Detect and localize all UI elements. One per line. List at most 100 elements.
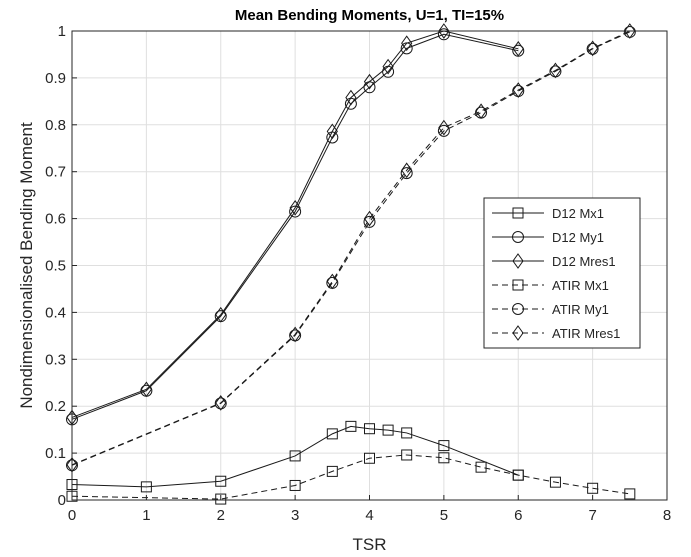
data-point-square — [512, 469, 524, 481]
chart-title: Mean Bending Moments, U=1, TI=15% — [235, 7, 504, 24]
x-tick-label: 8 — [663, 507, 671, 524]
data-point-diamond — [345, 89, 357, 106]
series-line — [71, 30, 631, 466]
series-line — [71, 33, 519, 420]
x-axis-label: TSR — [353, 535, 387, 554]
data-point-diamond — [438, 119, 450, 136]
data-point-square — [475, 461, 487, 473]
data-point-circle — [289, 205, 302, 218]
data-point-square — [326, 465, 338, 477]
data-point-square — [438, 452, 450, 464]
data-point-circle — [400, 167, 413, 180]
x-tick-label: 6 — [514, 507, 522, 524]
legend-item: ATIR Mx1 — [492, 278, 609, 293]
x-tick-label: 7 — [588, 507, 596, 524]
legend-label: D12 Mres1 — [552, 254, 616, 269]
data-point-square — [215, 475, 227, 487]
x-tick-label: 2 — [217, 507, 225, 524]
legend-marker-circle — [512, 231, 524, 243]
data-point-square — [364, 423, 375, 435]
legend-label: D12 My1 — [552, 230, 604, 245]
axes-frame — [71, 30, 668, 501]
legend-label: ATIR My1 — [552, 302, 609, 317]
series-line — [71, 454, 630, 500]
data-point-circle — [586, 42, 599, 55]
y-tick-label: 0.4 — [45, 304, 66, 321]
legend-item: D12 Mx1 — [492, 206, 604, 221]
data-point-circle — [214, 397, 227, 410]
data-point-diamond — [624, 23, 636, 39]
series-d12-my1 — [66, 28, 525, 426]
legend-item: ATIR Mres1 — [492, 325, 620, 341]
data-point-square — [140, 481, 152, 493]
legend-marker-diamond — [512, 325, 524, 341]
data-point-circle — [437, 124, 450, 137]
legend-label: ATIR Mres1 — [552, 326, 620, 341]
data-point-square — [587, 482, 599, 494]
data-point-square — [345, 420, 357, 432]
data-point-circle — [437, 28, 450, 41]
x-tick-label: 0 — [68, 507, 76, 524]
series-line — [71, 31, 631, 466]
y-tick-label: 0 — [58, 492, 66, 509]
legend-item: ATIR My1 — [492, 302, 609, 317]
legend-box — [483, 197, 641, 349]
data-point-diamond — [549, 62, 562, 79]
data-point-diamond — [382, 58, 394, 75]
data-point-diamond — [512, 82, 524, 98]
data-point-diamond — [401, 162, 413, 179]
legend-marker-circle — [512, 303, 524, 315]
y-tick-label: 0.8 — [45, 117, 66, 134]
x-tick-label: 3 — [291, 507, 299, 524]
x-tick-label: 4 — [365, 507, 373, 524]
data-point-square — [289, 450, 301, 462]
data-point-diamond — [326, 123, 338, 140]
legend-marker-diamond — [512, 253, 524, 269]
data-point-diamond — [140, 381, 152, 398]
y-tick-label: 0.5 — [45, 258, 66, 275]
data-point-square — [364, 452, 375, 464]
axes: 0 1 2 3 4 5 6 7 8 0 0.1 0.2 0.3 0.4 0.5 0.6 0.7 0.8 0.9 1 — [45, 23, 671, 524]
y-tick-label: 0.9 — [45, 70, 66, 87]
series-atir-mx1 — [66, 449, 636, 505]
data-point-square — [438, 440, 450, 452]
data-point-square — [549, 476, 561, 488]
data-point-diamond — [363, 210, 376, 227]
data-point-diamond — [512, 40, 524, 57]
y-tick-label: 0.2 — [45, 398, 66, 415]
data-point-square — [624, 488, 636, 500]
series-atir-my1 — [66, 25, 636, 472]
series-d12-mres1 — [66, 23, 524, 426]
data-point-diamond — [587, 40, 599, 57]
data-point-diamond — [215, 395, 227, 411]
data-point-diamond — [215, 306, 227, 323]
y-tick-label: 0.6 — [45, 211, 66, 228]
y-tick-label: 0.1 — [45, 445, 66, 462]
data-point-diamond — [289, 199, 301, 216]
data-point-square — [326, 428, 338, 440]
data-point-square — [401, 449, 413, 461]
data-point-square — [215, 493, 227, 505]
legend-item: D12 My1 — [492, 230, 604, 245]
data-point-diamond — [289, 326, 301, 343]
legend-item: D12 Mres1 — [492, 253, 616, 269]
x-tick-label: 5 — [440, 507, 448, 524]
legend-marker-square — [512, 279, 524, 291]
legend-label: D12 Mx1 — [552, 206, 604, 221]
data-point-diamond — [326, 273, 338, 290]
series-line — [71, 425, 519, 488]
y-tick-label: 1 — [58, 23, 66, 40]
data-point-square — [289, 479, 301, 491]
y-tick-label: 0.7 — [45, 164, 66, 181]
data-point-diamond — [363, 73, 376, 90]
legend: D12 Mx1 D12 My1 D12 Mres1 ATIR Mx1 ATIR My1 A… — [483, 197, 641, 349]
legend-label: ATIR Mx1 — [552, 278, 609, 293]
data-point-diamond — [475, 103, 487, 120]
data-point-diamond — [401, 35, 413, 52]
series-line — [71, 30, 519, 418]
data-point-circle — [363, 215, 376, 228]
y-tick-label: 0.3 — [45, 351, 66, 368]
x-tick-label: 1 — [142, 507, 150, 524]
y-axis-label: Nondimensionalised Bending Moment — [17, 122, 36, 409]
